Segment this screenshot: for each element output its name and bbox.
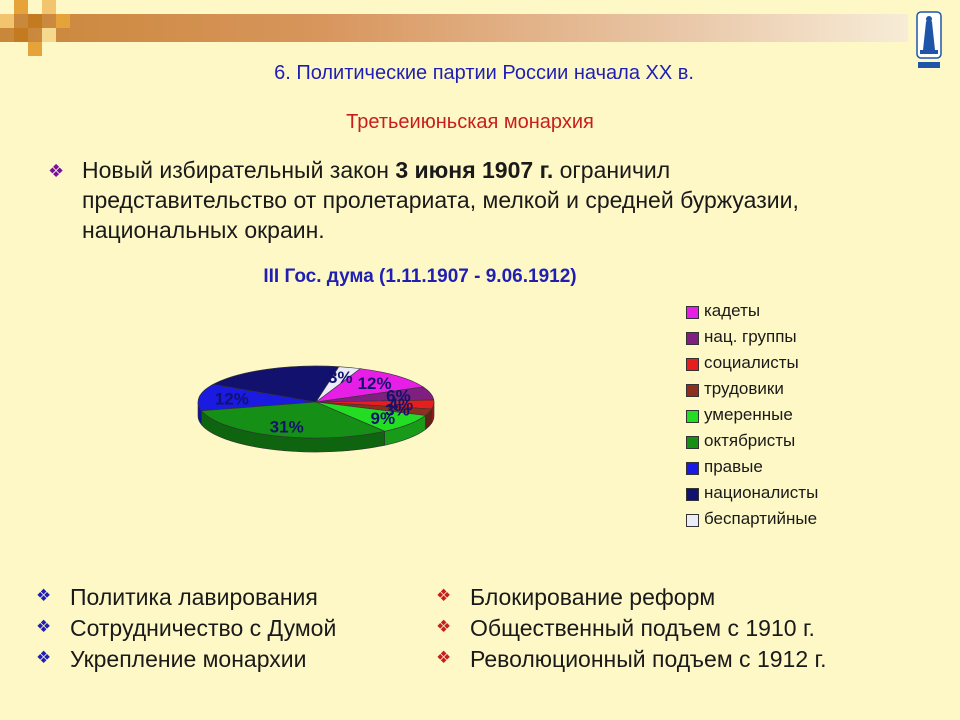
slide-heading: 6. Политические партии России начала XX … (274, 62, 694, 84)
intro-text-post: ограничил представительство от пролетари… (82, 157, 799, 243)
diamond-bullet-icon: ❖ (36, 617, 52, 636)
pie-slice (315, 366, 361, 403)
legend-swatch (686, 488, 699, 501)
legend-label: беспартийные (704, 509, 818, 528)
policy-left-item-text: Укрепление монархии (70, 646, 307, 672)
policy-right-item-text: Революционный подъем с 1912 г. (470, 646, 827, 672)
legend-swatch (686, 410, 699, 423)
pie-slice (212, 365, 340, 403)
intro-date: 3 июня 1907 г. (395, 157, 554, 183)
policy-left-item-text: Сотрудничество с Думой (70, 615, 337, 641)
policy-right-item-text: Блокирование реформ (470, 584, 716, 610)
pie-data-label: 3% (328, 368, 353, 387)
pie-slice (200, 401, 386, 439)
policy-right-item-text: Общественный подъем с 1910 г. (470, 615, 815, 641)
pie-data-label: 6% (386, 387, 411, 406)
legend-label: правые (704, 457, 763, 476)
legend-swatch (686, 462, 699, 475)
legend-label: кадеты (704, 301, 761, 320)
pie-slice (197, 384, 317, 412)
pie-data-label: 20% (263, 370, 297, 389)
legend-label: социалисты (704, 353, 799, 372)
legend-label: октябристы (704, 431, 796, 450)
diamond-bullet-icon: ❖ (436, 617, 452, 636)
diamond-bullet-icon: ❖ (436, 648, 452, 667)
slide-subtitle: Третьеиюньская монархия (346, 111, 594, 133)
legend-label: умеренные (704, 405, 793, 424)
legend-label: националисты (704, 483, 819, 502)
intro-text-pre: Новый избирательный закон (82, 157, 396, 183)
legend-label: нац. группы (704, 327, 797, 346)
diamond-bullet-icon: ❖ (436, 586, 452, 605)
legend-swatch (686, 332, 699, 345)
pie-data-label: 3% (385, 400, 410, 419)
diamond-bullet-icon: ❖ (48, 161, 65, 181)
pie-data-label: 12% (358, 374, 392, 393)
intro-text: Новый избирательный закон 3 июня 1907 г.… (82, 155, 842, 245)
diamond-bullet-icon: ❖ (36, 586, 52, 605)
legend-swatch (686, 514, 699, 527)
pie-data-label: 12% (215, 390, 249, 409)
legend-swatch (686, 306, 699, 319)
legend-swatch (686, 358, 699, 371)
pie-data-label: 4% (389, 395, 414, 414)
legend-swatch (686, 436, 699, 449)
university-emblem-icon (914, 10, 944, 72)
pie-slice (314, 368, 424, 403)
pie-data-label: 9% (371, 409, 396, 428)
diamond-bullet-icon: ❖ (36, 648, 52, 667)
checker-decoration (0, 0, 80, 60)
policy-left-item-text: Политика лавирования (70, 584, 318, 610)
header-bar (0, 14, 908, 42)
pie-data-label: 31% (270, 417, 304, 436)
legend-label: трудовики (704, 379, 784, 398)
legend-swatch (686, 384, 699, 397)
chart-title: III Гос. дума (1.11.1907 - 9.06.1912) (263, 266, 577, 287)
